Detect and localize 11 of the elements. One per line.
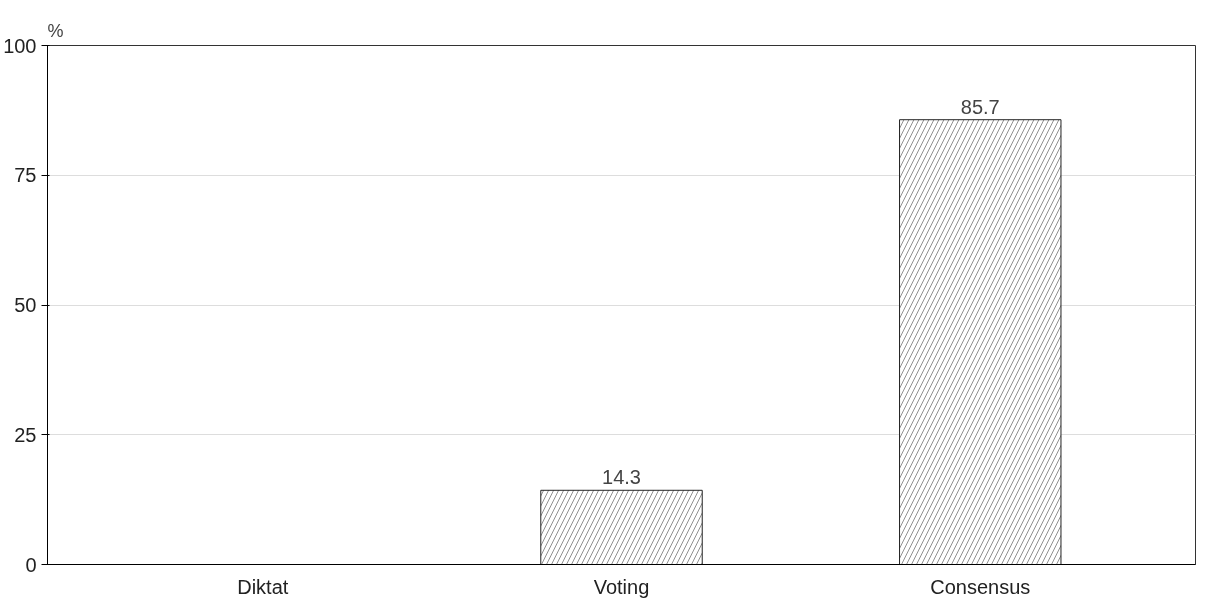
y-axis-title: % — [47, 20, 64, 41]
x-tick-label: Consensus — [930, 575, 1031, 598]
y-tick-label: 75 — [14, 164, 37, 187]
y-tick-label: 0 — [25, 553, 37, 576]
y-tick-label: 50 — [14, 294, 37, 316]
y-tick-label: 25 — [14, 423, 37, 446]
y-tick-label: 100 — [3, 34, 37, 57]
data-label: 14.3 — [602, 466, 641, 489]
x-tick-label: Voting — [593, 575, 650, 598]
data-label: 85.7 — [960, 95, 1000, 118]
x-tick-label: Diktat — [237, 575, 289, 598]
